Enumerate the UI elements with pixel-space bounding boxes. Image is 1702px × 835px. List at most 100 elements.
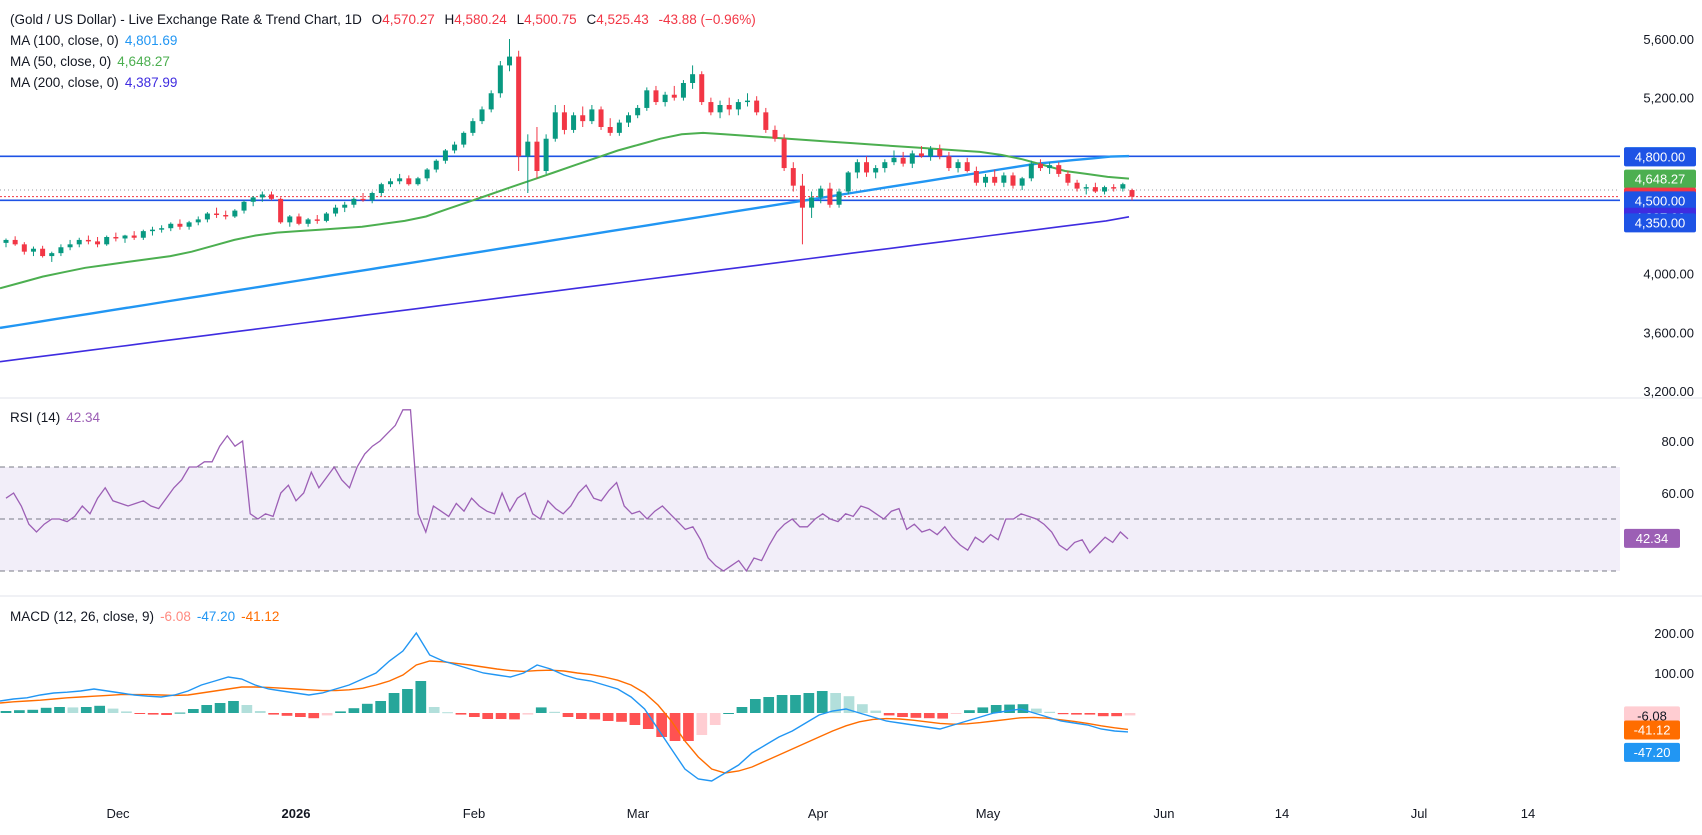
candle-body bbox=[415, 178, 421, 185]
macd-histogram-bar bbox=[656, 713, 668, 737]
candle-body bbox=[287, 216, 293, 223]
candle-body bbox=[387, 181, 393, 185]
candle-body bbox=[891, 157, 897, 163]
candle-body bbox=[653, 90, 659, 103]
macd-histogram-bar bbox=[509, 713, 520, 720]
candle-body bbox=[140, 231, 146, 238]
candle-body bbox=[30, 248, 36, 252]
close-value: 4,525.43 bbox=[596, 12, 649, 27]
candle-body bbox=[561, 112, 567, 130]
macd-histogram-bar bbox=[1044, 711, 1056, 713]
candle-body bbox=[845, 172, 851, 192]
price-pane[interactable]: 4,801.694,800.004,648.274,525.434,500.00… bbox=[0, 39, 1696, 363]
candle-body bbox=[479, 109, 485, 122]
macd-histogram-bar bbox=[910, 713, 922, 718]
macd-histogram-bar bbox=[683, 713, 694, 741]
axes: 5,600.00 5,200.00 4,000.00 3,600.00 3,200.00… bbox=[0, 32, 1702, 821]
macd-histogram-bar bbox=[897, 713, 908, 717]
candle-body bbox=[882, 162, 888, 169]
candle-body bbox=[461, 132, 467, 145]
candle-body bbox=[95, 241, 101, 245]
candle-body bbox=[626, 115, 632, 123]
macd-histogram-bar bbox=[803, 693, 815, 713]
candle-body bbox=[818, 188, 824, 198]
rsi-pane[interactable]: 42.34 bbox=[0, 409, 1680, 573]
macd-histogram-bar bbox=[388, 693, 400, 713]
candle-body bbox=[616, 122, 622, 133]
candle-body bbox=[699, 74, 705, 103]
candle-body bbox=[918, 153, 924, 157]
macd-histogram-bar bbox=[549, 711, 560, 713]
macd-histogram-bar bbox=[482, 713, 494, 719]
macd-tick-label: 200.00 bbox=[1654, 626, 1694, 641]
candle-body bbox=[296, 216, 302, 224]
ma50-value: 4,648.27 bbox=[117, 54, 170, 69]
candle-body bbox=[552, 112, 558, 139]
candle-body bbox=[571, 115, 577, 130]
rsi-label: RSI (14) bbox=[10, 410, 61, 425]
rsi-line bbox=[5, 409, 1129, 573]
price-tag-bg bbox=[1624, 191, 1696, 211]
candle-body bbox=[1028, 163, 1034, 179]
chart-title: (Gold / US Dollar) - Live Exchange Rate … bbox=[10, 12, 362, 27]
price-tag: 4,500.00 bbox=[1624, 191, 1696, 211]
price-tag-label: 4,500.00 bbox=[1635, 193, 1686, 208]
candle-body bbox=[40, 248, 46, 257]
macd-histogram-bar bbox=[121, 711, 132, 713]
candle-body bbox=[1074, 182, 1080, 189]
candle-body bbox=[1010, 175, 1016, 186]
macd-histogram-bar bbox=[40, 707, 52, 713]
ma200-line bbox=[0, 216, 1130, 363]
macd-tag-label: -6.08 bbox=[1637, 708, 1667, 723]
high-value: 4,580.24 bbox=[454, 12, 507, 27]
x-tick-label: 14 bbox=[1521, 806, 1535, 821]
macd-histogram-bar bbox=[201, 705, 213, 713]
candle-body bbox=[250, 197, 256, 202]
macd-histogram-bar bbox=[870, 710, 882, 713]
candle-body bbox=[470, 121, 476, 133]
candle-body bbox=[534, 141, 540, 171]
macd-histogram-bar bbox=[830, 693, 841, 713]
macd-histogram-bar bbox=[1097, 713, 1109, 717]
macd-histogram-bar bbox=[1017, 704, 1029, 713]
candle-body bbox=[1083, 187, 1089, 189]
macd-histogram-bar bbox=[616, 713, 627, 722]
candle-body bbox=[992, 176, 998, 183]
candle-body bbox=[754, 100, 760, 113]
candle-body bbox=[3, 239, 9, 243]
macd-histogram-bar bbox=[402, 689, 413, 713]
macd-value-tag: -47.20 bbox=[1624, 742, 1680, 762]
candle-body bbox=[1092, 187, 1098, 192]
macd-histogram-bar bbox=[134, 713, 146, 714]
rsi-tag-bg bbox=[1624, 528, 1680, 548]
macd-histogram-bar bbox=[990, 705, 1002, 713]
candle-body bbox=[1065, 173, 1071, 183]
macd-histogram-bar bbox=[174, 712, 186, 714]
ma100-label: MA (100, close, 0) bbox=[10, 33, 119, 48]
macd-label: MACD (12, 26, close, 9) bbox=[10, 609, 155, 624]
ohlc-open: O4,570.27 bbox=[372, 12, 435, 27]
candle-body bbox=[223, 215, 229, 217]
macd-histogram-bar bbox=[1111, 713, 1122, 717]
candle-body bbox=[580, 115, 586, 122]
macd-histogram-bar bbox=[977, 707, 989, 713]
macd-histogram-bar bbox=[80, 707, 92, 713]
candle-body bbox=[543, 138, 549, 171]
x-tick-label: Mar bbox=[627, 806, 650, 821]
candle-body bbox=[671, 94, 677, 98]
macd-pane[interactable]: -6.08-41.12 -47.20 bbox=[0, 631, 1680, 782]
x-tick-label: Feb bbox=[463, 806, 485, 821]
candle-body bbox=[717, 105, 723, 113]
macd-histogram-bar bbox=[763, 697, 775, 713]
macd-histogram-bar bbox=[857, 704, 868, 713]
x-tick-label: Jul bbox=[1411, 806, 1428, 821]
candle-body bbox=[488, 93, 494, 110]
macd-histogram-bar bbox=[790, 695, 801, 713]
candle-body bbox=[1120, 184, 1126, 189]
x-tick-label: 14 bbox=[1275, 806, 1289, 821]
x-tick-label: Apr bbox=[808, 806, 829, 821]
candle-body bbox=[1056, 165, 1062, 174]
candle-body bbox=[809, 197, 815, 208]
macd-histogram-bar bbox=[629, 713, 641, 725]
